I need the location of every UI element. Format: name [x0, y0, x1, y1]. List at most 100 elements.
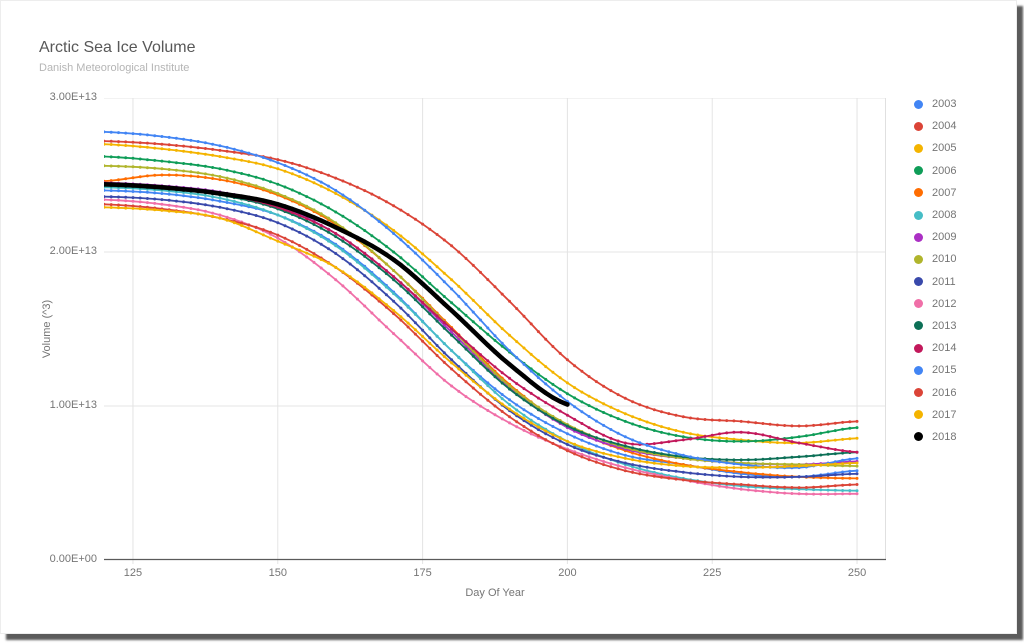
data-point [754, 432, 758, 436]
data-point [384, 244, 388, 248]
data-point [587, 404, 591, 408]
series-line-2003 [104, 189, 858, 478]
data-point [413, 328, 417, 332]
data-point [261, 208, 265, 212]
data-point [269, 230, 272, 234]
data-point [616, 451, 620, 455]
data-point [855, 456, 859, 460]
data-point [261, 216, 265, 220]
data-point [355, 185, 359, 189]
data-point [486, 364, 490, 368]
data-point [355, 268, 359, 272]
data-point [631, 465, 635, 469]
data-point [609, 414, 613, 418]
data-point [377, 263, 381, 267]
data-point [276, 161, 280, 165]
data-point [638, 441, 642, 445]
data-point [594, 449, 598, 453]
data-point [269, 210, 272, 214]
data-point [117, 164, 120, 168]
data-point [543, 390, 548, 396]
data-point [660, 448, 663, 452]
data-point [544, 438, 548, 442]
data-point [145, 145, 149, 149]
data-point [305, 251, 309, 255]
data-point [790, 440, 794, 444]
data-point [623, 456, 627, 460]
data-point [298, 244, 301, 247]
data-point [529, 423, 533, 427]
data-point [138, 141, 142, 145]
data-point [153, 197, 157, 201]
data-point [160, 208, 164, 212]
data-point [667, 432, 671, 436]
x-tick-label-250: 250 [847, 567, 867, 579]
data-point [327, 227, 330, 231]
data-point [131, 140, 135, 144]
data-point [544, 337, 548, 341]
data-point [341, 214, 345, 218]
data-point [580, 438, 584, 442]
data-point [804, 464, 808, 468]
data-point [638, 459, 642, 463]
data-point [355, 246, 359, 250]
legend-item-2010: 2010 [914, 248, 956, 270]
data-point [413, 294, 417, 298]
data-point [841, 489, 845, 492]
data-point [464, 347, 468, 351]
data-point [182, 149, 186, 153]
data-point [558, 439, 562, 443]
data-point [232, 150, 236, 154]
data-point [558, 351, 562, 355]
data-point [290, 172, 294, 176]
data-point [334, 188, 338, 192]
legend-item-2013: 2013 [914, 315, 956, 337]
data-point [189, 170, 193, 174]
legend-label-2017: 2017 [932, 408, 957, 421]
data-point [406, 313, 410, 317]
data-point [131, 196, 135, 200]
data-point [442, 238, 446, 242]
data-point [290, 219, 294, 223]
data-point [174, 199, 178, 203]
data-point [124, 131, 128, 135]
data-point [790, 486, 794, 489]
data-point [167, 148, 171, 152]
data-point [848, 450, 852, 453]
data-point [732, 419, 736, 423]
data-point [479, 385, 482, 389]
data-point [848, 464, 852, 468]
y-tick-label-3.00E+13: 3.00E+13 [49, 91, 97, 103]
data-point [254, 225, 258, 229]
data-point [283, 159, 287, 163]
data-point [804, 442, 808, 446]
data-point [167, 173, 171, 177]
data-point [283, 164, 287, 167]
data-point [326, 221, 331, 227]
data-point [536, 428, 540, 432]
data-point [421, 320, 425, 324]
data-point [479, 377, 482, 381]
series-line-2012 [104, 198, 858, 495]
data-point [732, 458, 736, 462]
data-point [348, 232, 353, 237]
data-point [631, 451, 635, 455]
data-point [384, 252, 389, 257]
data-point [312, 198, 316, 202]
data-point [638, 467, 642, 471]
data-point [131, 204, 135, 208]
data-point [573, 446, 577, 450]
data-point [667, 469, 671, 472]
data-point [363, 189, 367, 193]
data-point [812, 454, 816, 458]
data-point [754, 466, 758, 469]
data-point [819, 453, 823, 457]
data-point [804, 475, 808, 479]
data-point [145, 141, 149, 145]
data-point [450, 349, 454, 353]
data-point [500, 344, 504, 348]
data-point [638, 464, 642, 468]
legend-item-2004: 2004 [914, 115, 956, 137]
series-line-2004 [104, 140, 858, 427]
data-point [754, 458, 758, 462]
